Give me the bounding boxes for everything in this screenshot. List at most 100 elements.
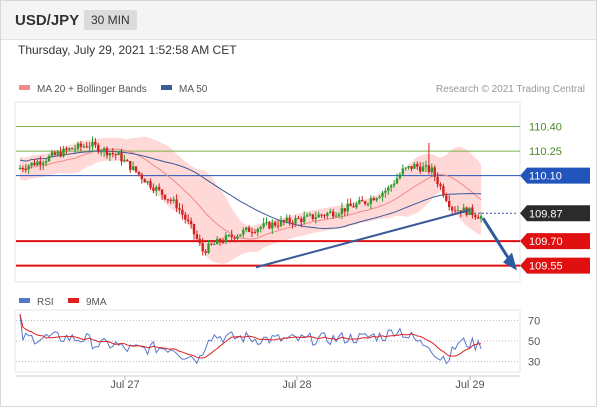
candle-body — [218, 238, 222, 242]
candle-body — [337, 214, 341, 216]
candle-body — [189, 221, 193, 224]
timeframe-button[interactable]: 30 MIN — [84, 10, 137, 30]
candle-body — [390, 185, 393, 188]
candle-body — [439, 184, 442, 187]
candle-body — [65, 148, 68, 150]
candle-body — [137, 171, 141, 175]
candle-body — [123, 159, 126, 162]
candle-body — [462, 207, 465, 213]
rsi-panel — [14, 309, 521, 373]
candle-body — [88, 146, 91, 148]
price-panel — [14, 101, 521, 283]
candle-body — [42, 162, 45, 165]
level-label: 109.87 — [529, 208, 563, 220]
candle-body — [216, 238, 219, 245]
candle-body — [477, 217, 480, 219]
candle-body — [433, 167, 436, 177]
candle-body — [59, 151, 62, 157]
candle-body — [453, 210, 457, 212]
moving-averages — [19, 148, 482, 240]
candle-body — [152, 187, 155, 191]
level-tag — [520, 257, 590, 274]
candle-body — [50, 152, 54, 157]
legend-rsi-label: RSI — [37, 297, 54, 308]
candle-body — [366, 203, 370, 205]
candle-body — [175, 199, 178, 209]
credit-text: Research © 2021 Trading Central — [436, 84, 585, 95]
level-labels: 110.40 110.25 110.10 109.87 109.70 109.55 — [520, 122, 590, 274]
candle-body — [68, 148, 71, 150]
legend-top: MA 20 + Bollinger Bands MA 50 — [19, 84, 208, 95]
candle-body — [79, 143, 83, 147]
candle-body — [352, 206, 355, 208]
x-tick-label: Jul 29 — [455, 379, 484, 391]
candle-body — [44, 161, 48, 163]
candle-body — [71, 148, 74, 150]
level-label: 110.25 — [529, 146, 562, 158]
level-label: 110.10 — [529, 171, 562, 183]
candle-body — [100, 151, 103, 153]
candle-body — [230, 234, 233, 238]
candle-body — [117, 152, 120, 156]
candle-body — [381, 192, 384, 197]
candle-body — [239, 234, 242, 237]
candle-body — [401, 168, 404, 175]
candle-body — [288, 217, 291, 223]
forecast-arrow-shaft — [481, 217, 512, 262]
candle-body — [39, 161, 42, 165]
candle-body — [308, 214, 312, 216]
candle-body — [56, 151, 59, 155]
candle-body — [62, 148, 65, 157]
candle-body — [445, 195, 448, 201]
candle-body — [468, 207, 471, 216]
candle-body — [395, 178, 399, 184]
candle-body — [311, 214, 315, 219]
candle-body — [30, 162, 33, 166]
chart-header: USD/JPY 30 MIN — [1, 1, 596, 40]
candle-body — [47, 156, 51, 162]
candle-body — [250, 231, 254, 233]
candle-body — [184, 214, 187, 220]
candle-body — [134, 166, 138, 172]
candle-body — [146, 181, 149, 183]
candle-body — [340, 208, 344, 215]
rsi-9ma-line — [19, 314, 482, 359]
x-axis: Jul 27 Jul 28 Jul 29 — [16, 375, 520, 391]
candle-body — [375, 198, 378, 201]
candle-body — [24, 169, 27, 171]
candle-body — [378, 196, 381, 199]
candle-body — [85, 146, 88, 148]
candle-body — [332, 211, 335, 217]
candle-body — [91, 141, 94, 147]
candle-body — [247, 227, 251, 232]
candle-body — [320, 214, 323, 216]
candle-body — [207, 243, 210, 253]
level-tag — [520, 205, 590, 222]
candle-body — [363, 201, 367, 204]
candle-body — [358, 200, 361, 204]
candle-body — [474, 215, 477, 218]
candle-body — [126, 159, 129, 162]
candle-body — [421, 166, 425, 172]
chart-datetime: Thursday, July 29, 2021 1:52:58 AM CET — [18, 43, 237, 57]
level-label: 110.40 — [529, 122, 562, 134]
bollinger-band — [20, 136, 482, 264]
candle-body — [178, 208, 181, 210]
candle-body — [166, 199, 170, 201]
candle-body — [268, 222, 271, 229]
legend-bottom: RSI 9MA — [19, 297, 107, 308]
candle-body — [442, 186, 445, 196]
candle-body — [436, 176, 439, 185]
forecast-arrow-head — [503, 252, 517, 271]
candle-body — [355, 203, 358, 208]
candle-body — [253, 232, 257, 234]
candle-body — [256, 228, 259, 233]
candle-body — [297, 218, 300, 220]
candle-body — [213, 244, 216, 246]
candle-body — [195, 234, 199, 240]
candle-body — [456, 210, 460, 212]
candle-body — [18, 168, 22, 170]
candle-body — [236, 236, 239, 239]
